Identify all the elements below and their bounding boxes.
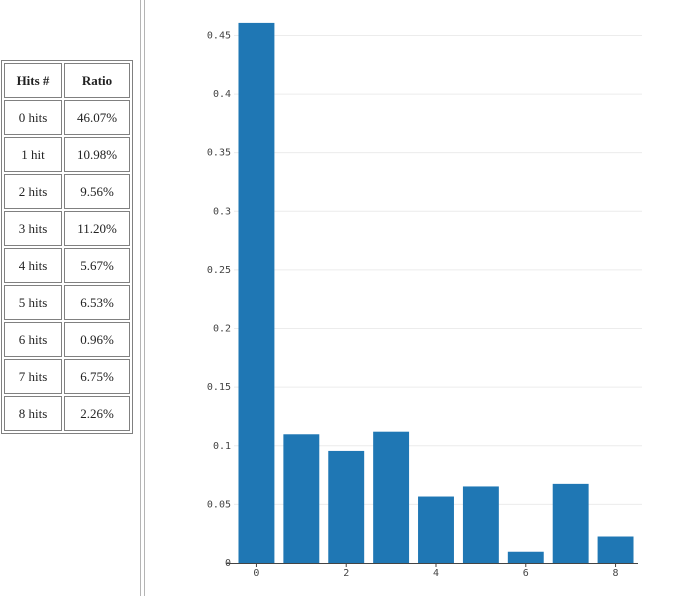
table-row: 2 hits 9.56% — [4, 174, 130, 209]
y-tick-label: 0.45 — [207, 30, 231, 41]
left-pane: Hits # Ratio 0 hits 46.07% 1 hit 10.98% 2 … — [0, 0, 140, 596]
bar — [462, 486, 499, 563]
ratio-cell: 0.96% — [64, 322, 130, 357]
column-header-ratio: Ratio — [64, 63, 130, 98]
column-header-hits: Hits # — [4, 63, 62, 98]
y-tick-label: 0.15 — [207, 382, 231, 393]
hits-cell: 7 hits — [4, 359, 62, 394]
x-tick-label: 0 — [253, 568, 259, 579]
hits-cell: 2 hits — [4, 174, 62, 209]
y-tick-label: 0.35 — [207, 148, 231, 159]
hits-ratio-table: Hits # Ratio 0 hits 46.07% 1 hit 10.98% 2 … — [1, 60, 133, 434]
hits-cell: 5 hits — [4, 285, 62, 320]
bar — [328, 450, 365, 563]
table-row: 7 hits 6.75% — [4, 359, 130, 394]
y-tick-label: 0.2 — [213, 324, 231, 335]
x-tick-label: 4 — [433, 568, 439, 579]
ratio-cell: 2.26% — [64, 396, 130, 431]
ratio-cell: 46.07% — [64, 100, 130, 135]
x-axis: 0 2 4 6 8 — [226, 563, 638, 579]
y-tick-label: 0.3 — [213, 206, 231, 217]
gridlines — [234, 34, 642, 505]
bar — [283, 434, 320, 563]
y-tick-label: 0.25 — [207, 265, 231, 276]
y-tick-label: 0.4 — [213, 89, 231, 100]
ratio-cell: 5.67% — [64, 248, 130, 283]
table-row: 0 hits 46.07% — [4, 100, 130, 135]
ratio-cell: 6.75% — [64, 359, 130, 394]
y-tick-label: 0.1 — [213, 441, 231, 452]
table-row: 3 hits 11.20% — [4, 211, 130, 246]
y-tick-label: 0.05 — [207, 499, 231, 510]
hits-cell: 4 hits — [4, 248, 62, 283]
ratio-cell: 10.98% — [64, 137, 130, 172]
table-row: 4 hits 5.67% — [4, 248, 130, 283]
ratio-cell: 9.56% — [64, 174, 130, 209]
bar — [552, 483, 589, 563]
table-row: 6 hits 0.96% — [4, 322, 130, 357]
x-tick-label: 2 — [343, 568, 349, 579]
bar — [597, 536, 634, 563]
hits-cell: 8 hits — [4, 396, 62, 431]
table-row: 8 hits 2.26% — [4, 396, 130, 431]
ratio-cell: 11.20% — [64, 211, 130, 246]
table-row: 5 hits 6.53% — [4, 285, 130, 320]
bars — [238, 22, 634, 563]
bar — [238, 22, 275, 563]
hits-cell: 6 hits — [4, 322, 62, 357]
bar-chart: 0 0.05 0.1 0.15 0.2 0.25 0.3 0.35 0.4 0.45 0 2 4 6 8 — [207, 22, 642, 579]
ratio-cell: 6.53% — [64, 285, 130, 320]
y-axis-ticks: 00.050.10.150.20.250.30.350.40.45 — [207, 30, 231, 569]
table-row: 1 hit 10.98% — [4, 137, 130, 172]
bar — [373, 431, 410, 563]
pane-divider[interactable] — [140, 0, 145, 596]
x-tick-label: 6 — [523, 568, 529, 579]
x-tick-label: 8 — [613, 568, 619, 579]
table-header-row: Hits # Ratio — [4, 63, 130, 98]
hits-cell: 3 hits — [4, 211, 62, 246]
hits-cell: 1 hit — [4, 137, 62, 172]
bar — [418, 496, 454, 563]
hits-cell: 0 hits — [4, 100, 62, 135]
bar — [507, 551, 544, 563]
